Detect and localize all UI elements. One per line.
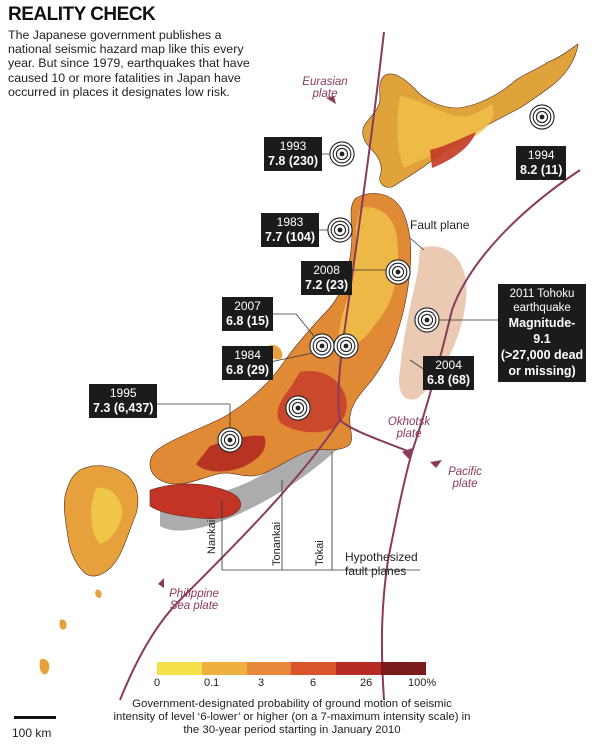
legend-swatch (336, 662, 382, 675)
legend-swatch (201, 662, 247, 675)
quake-label-2007: 2007 6.8 (15) (222, 297, 274, 331)
fault-plane-label: Fault plane (410, 218, 470, 232)
legend-tick: 0 (154, 677, 161, 689)
legend-tick: 6 (310, 677, 317, 689)
quake-1983-marker (327, 217, 353, 243)
plate-label-philippine: Philippine Sea plate (169, 588, 219, 612)
plate-label-eurasian: Eurasian plate (302, 76, 348, 100)
legend-tick: 3 (258, 677, 265, 689)
quake-label-1994: 1994 8.2 (11) (516, 146, 567, 180)
shikoku (149, 483, 241, 519)
quake-2008-marker (385, 259, 411, 285)
trough-label-nankai: Nankai (206, 519, 218, 554)
trough-label-tonankai: Tonankai (271, 521, 283, 566)
page-title: REALITY CHECK (8, 4, 156, 25)
hypothesized-label: Hypothesized fault planes (345, 550, 418, 578)
legend-tick: 0.1 (204, 677, 220, 689)
plate-label-okhotsk: Okhotsk plate (387, 416, 431, 440)
legend-tick: 26 (360, 677, 373, 689)
quake-label-2008: 2008 7.2 (23) (301, 261, 353, 295)
trough-label-tokai: Tokai (314, 540, 326, 566)
quake-1994-marker (529, 104, 555, 130)
quake-label-1983: 1983 7.7 (104) (261, 213, 320, 247)
quake-tohoku-marker (414, 307, 440, 333)
legend-swatch (157, 662, 202, 675)
plate-arrows (158, 96, 442, 588)
quake-2007-marker (309, 333, 335, 359)
quake-label-1995: 1995 7.3 (6,437) (89, 384, 158, 418)
tohoku-label: 2011 Tohoku earthquake Magnitude-9.1 (>2… (498, 284, 586, 382)
plate-boundaries (119, 31, 581, 701)
legend-tick: 100% (408, 677, 437, 689)
legend-swatch (246, 662, 292, 675)
legend-swatch (291, 662, 337, 675)
islands (39, 658, 50, 675)
quake-1995-marker (217, 427, 243, 453)
quake-label-2004: 2004 6.8 (68) (423, 356, 475, 390)
quake-1984-marker (333, 333, 359, 359)
scale-bar (14, 716, 56, 719)
quake-1993-marker (329, 141, 355, 167)
intro-text: The Japanese government publishes a nati… (8, 28, 250, 99)
legend-color-bar (157, 662, 426, 675)
legend-swatch (381, 662, 426, 675)
legend-caption: Government-designated probability of gro… (113, 698, 471, 736)
quake-label-1993: 1993 7.8 (230) (264, 137, 323, 171)
scale-label: 100 km (12, 726, 52, 740)
quake-extra-marker (285, 395, 311, 421)
plate-label-pacific: Pacific plate (448, 466, 482, 490)
quake-label-1984: 1984 6.8 (29) (222, 346, 274, 380)
